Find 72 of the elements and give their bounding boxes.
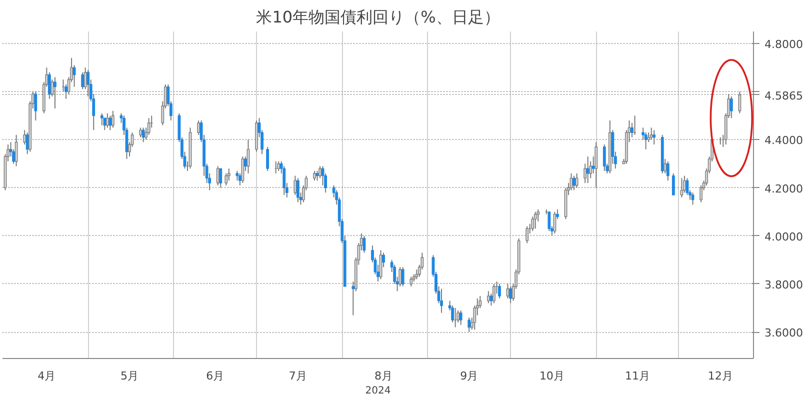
x-tick-label: 8月 (374, 370, 393, 382)
candlestick (34, 91, 38, 121)
candlestick (142, 127, 145, 143)
candlestick (362, 235, 366, 254)
y-tick-label: 4.4000 (764, 134, 803, 148)
candlestick (266, 146, 270, 172)
candlestick (672, 172, 675, 196)
candlestick (236, 170, 239, 182)
candlestick (492, 283, 496, 304)
candlestick (48, 72, 51, 100)
candlestick (498, 283, 501, 299)
y-tick-label: 3.6000 (764, 326, 803, 340)
candlestick (410, 276, 413, 287)
y-tick-label: 4.8000 (764, 38, 803, 52)
candlestick (602, 144, 606, 172)
candlestick (227, 168, 230, 182)
candlestick (219, 168, 222, 188)
candlestick (456, 310, 460, 323)
candlestick (451, 305, 454, 323)
x-tick-label: 7月 (288, 370, 307, 382)
candlestick (54, 76, 56, 109)
candlestick (401, 266, 404, 287)
candlestick (548, 211, 551, 232)
x-tick-label: 11月 (625, 370, 650, 382)
candlestick (683, 175, 686, 194)
y-tick-label: 4.5865 (764, 89, 803, 102)
candlestick (81, 72, 84, 90)
x-tick-label: 12月 (708, 370, 733, 382)
chart-title: 米10年物国債利回り（%、日足） (256, 8, 500, 26)
candlestick (534, 211, 537, 230)
candlestick (294, 175, 297, 196)
candlestick (738, 91, 742, 114)
candlestick (589, 160, 592, 179)
candlestick (197, 120, 200, 136)
candlestick (318, 166, 322, 179)
candlestick (572, 175, 576, 191)
candlestick (730, 96, 733, 119)
candlestick (108, 115, 112, 131)
x-tick-label: 10月 (539, 370, 564, 382)
candlestick (100, 112, 104, 126)
candlestick (526, 226, 529, 244)
candlestick (652, 130, 656, 146)
candlestick (440, 288, 443, 314)
candlestick (644, 132, 648, 150)
candlestick (14, 134, 18, 167)
candlestick (103, 118, 106, 131)
candlestick (282, 166, 286, 196)
candlestick (86, 69, 90, 97)
y-tick-label: 4.2000 (764, 182, 803, 196)
x-tick-label: 5月 (120, 370, 139, 382)
candlestick (111, 110, 114, 128)
x-tick-label: 4月 (38, 370, 56, 382)
x-axis-title: 2024 (365, 386, 391, 396)
candlestick (531, 216, 534, 232)
y-tick-label: 4.0000 (764, 230, 803, 244)
x-tick-label: 6月 (206, 370, 224, 382)
candlestick (224, 172, 228, 186)
candlestick (398, 266, 402, 287)
candlestick (468, 317, 471, 333)
candlestick (594, 142, 598, 188)
x-tick-label: 9月 (460, 370, 478, 382)
candlestick (313, 170, 316, 182)
candlestick (139, 127, 142, 138)
candlestick (509, 286, 512, 304)
y-tick-label: 3.8000 (764, 278, 803, 292)
candlestick (296, 178, 300, 203)
candlestick (147, 118, 150, 136)
candlestick (23, 130, 26, 146)
candlestick (700, 184, 702, 203)
candlestick (459, 310, 462, 326)
candlestick (666, 160, 670, 182)
candlestick (277, 160, 280, 172)
